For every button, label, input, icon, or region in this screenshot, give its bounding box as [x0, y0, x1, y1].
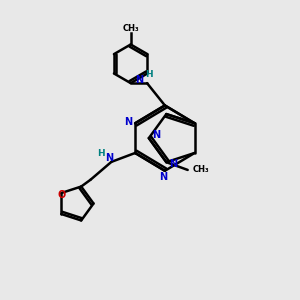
Text: N: N — [105, 153, 113, 163]
Text: O: O — [57, 190, 65, 200]
Text: N: N — [159, 172, 167, 182]
Text: H: H — [97, 149, 105, 158]
Text: CH₃: CH₃ — [122, 24, 139, 33]
Text: N: N — [124, 117, 133, 127]
Text: H: H — [145, 70, 152, 79]
Text: N: N — [136, 75, 144, 85]
Text: CH₃: CH₃ — [192, 165, 209, 174]
Text: N: N — [169, 159, 177, 169]
Text: N: N — [152, 130, 160, 140]
